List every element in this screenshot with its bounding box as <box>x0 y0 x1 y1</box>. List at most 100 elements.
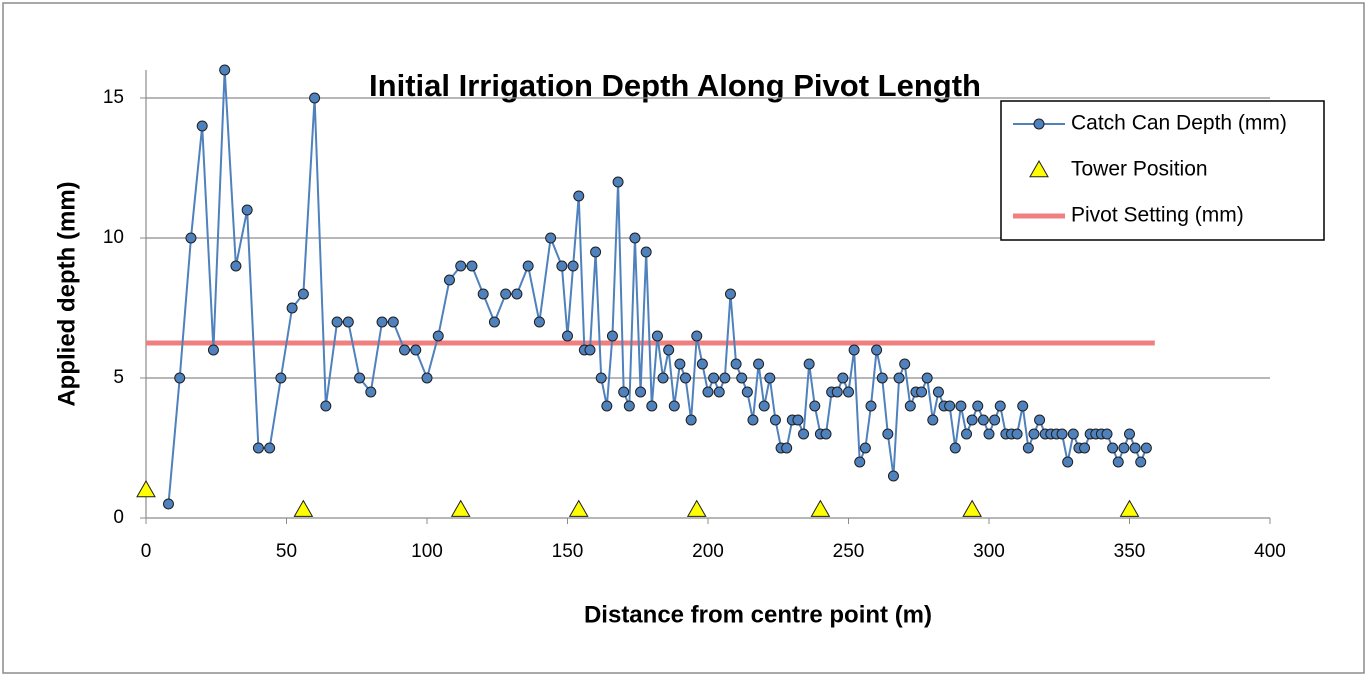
data-point <box>708 372 720 384</box>
x-tick-label: 0 <box>141 541 152 562</box>
y-tick-label: 5 <box>113 367 124 388</box>
tower-marker <box>1119 499 1140 517</box>
data-point <box>977 414 989 426</box>
data-point <box>365 386 377 398</box>
data-point <box>961 428 973 440</box>
data-point <box>275 372 287 384</box>
data-point <box>354 372 366 384</box>
data-point <box>781 442 793 454</box>
data-point <box>899 358 911 370</box>
data-point <box>264 442 276 454</box>
data-point <box>916 386 928 398</box>
data-point <box>764 372 776 384</box>
x-tick-label: 400 <box>1254 541 1286 562</box>
data-point <box>809 400 821 412</box>
data-point <box>595 372 607 384</box>
data-point <box>854 456 866 468</box>
x-tick-label: 250 <box>833 541 865 562</box>
data-point <box>522 260 534 272</box>
data-point <box>606 330 618 342</box>
data-point <box>1124 428 1135 440</box>
data-point <box>893 372 905 384</box>
data-point <box>567 260 579 272</box>
data-point <box>297 288 309 300</box>
data-point <box>944 400 956 412</box>
data-point <box>230 260 242 272</box>
y-axis-label: Applied depth (mm) <box>53 181 80 406</box>
data-point <box>562 330 573 342</box>
data-point <box>1079 442 1091 454</box>
x-tick-label: 150 <box>552 541 584 562</box>
data-point <box>488 316 500 328</box>
data-point <box>219 64 231 76</box>
data-point <box>668 400 680 412</box>
legend-label: Pivot Setting (mm) <box>1071 204 1244 227</box>
data-point <box>1135 456 1147 468</box>
data-point <box>331 316 343 328</box>
data-point <box>1022 442 1034 454</box>
data-point <box>753 358 765 370</box>
data-point <box>843 386 854 398</box>
data-point <box>994 400 1006 412</box>
data-point <box>983 428 995 440</box>
data-point <box>657 372 669 384</box>
data-point <box>747 414 759 426</box>
data-point <box>185 232 197 244</box>
x-axis-label: Distance from centre point (m) <box>584 601 932 628</box>
data-point <box>769 414 781 426</box>
data-point <box>680 372 692 384</box>
data-point <box>623 400 635 412</box>
legend-swatch <box>1033 118 1045 130</box>
data-point <box>949 442 961 454</box>
plot-area <box>136 64 1155 517</box>
data-point <box>1118 442 1130 454</box>
data-point <box>207 344 219 356</box>
data-point <box>387 316 399 328</box>
data-point <box>848 344 860 356</box>
data-point <box>831 386 843 398</box>
x-tick-label: 350 <box>1114 541 1146 562</box>
data-point <box>702 386 714 398</box>
data-point <box>730 358 742 370</box>
data-point <box>1112 456 1124 468</box>
data-point <box>837 372 849 384</box>
data-point <box>511 288 523 300</box>
data-point <box>1028 428 1040 440</box>
data-point <box>674 358 686 370</box>
data-point <box>533 316 545 328</box>
data-point <box>1101 428 1113 440</box>
tower-marker <box>568 499 589 517</box>
data-point <box>921 372 933 384</box>
data-point <box>871 344 883 356</box>
data-point <box>792 414 804 426</box>
data-point <box>955 400 967 412</box>
data-point <box>1067 428 1079 440</box>
data-point <box>966 414 978 426</box>
data-point <box>1034 414 1046 426</box>
legend-label: Tower Position <box>1071 158 1208 181</box>
tower-marker <box>136 479 156 498</box>
data-point <box>601 400 613 412</box>
data-point <box>376 316 388 328</box>
tower-marker <box>810 499 831 517</box>
data-point <box>691 330 703 342</box>
data-point <box>466 260 478 272</box>
data-point <box>342 316 354 328</box>
data-point <box>410 344 422 356</box>
data-point <box>590 246 602 258</box>
x-tick-label: 50 <box>276 541 297 562</box>
tower-marker <box>293 499 314 517</box>
data-point <box>882 428 894 440</box>
data-point <box>1129 442 1141 454</box>
data-point <box>241 204 253 216</box>
data-point <box>820 428 832 440</box>
data-point <box>932 386 944 398</box>
data-point <box>798 428 810 440</box>
data-point <box>432 330 444 342</box>
legend-swatch <box>1029 159 1049 178</box>
data-point <box>859 442 871 454</box>
data-point <box>573 190 585 202</box>
data-point <box>629 232 641 244</box>
data-point <box>174 372 186 384</box>
